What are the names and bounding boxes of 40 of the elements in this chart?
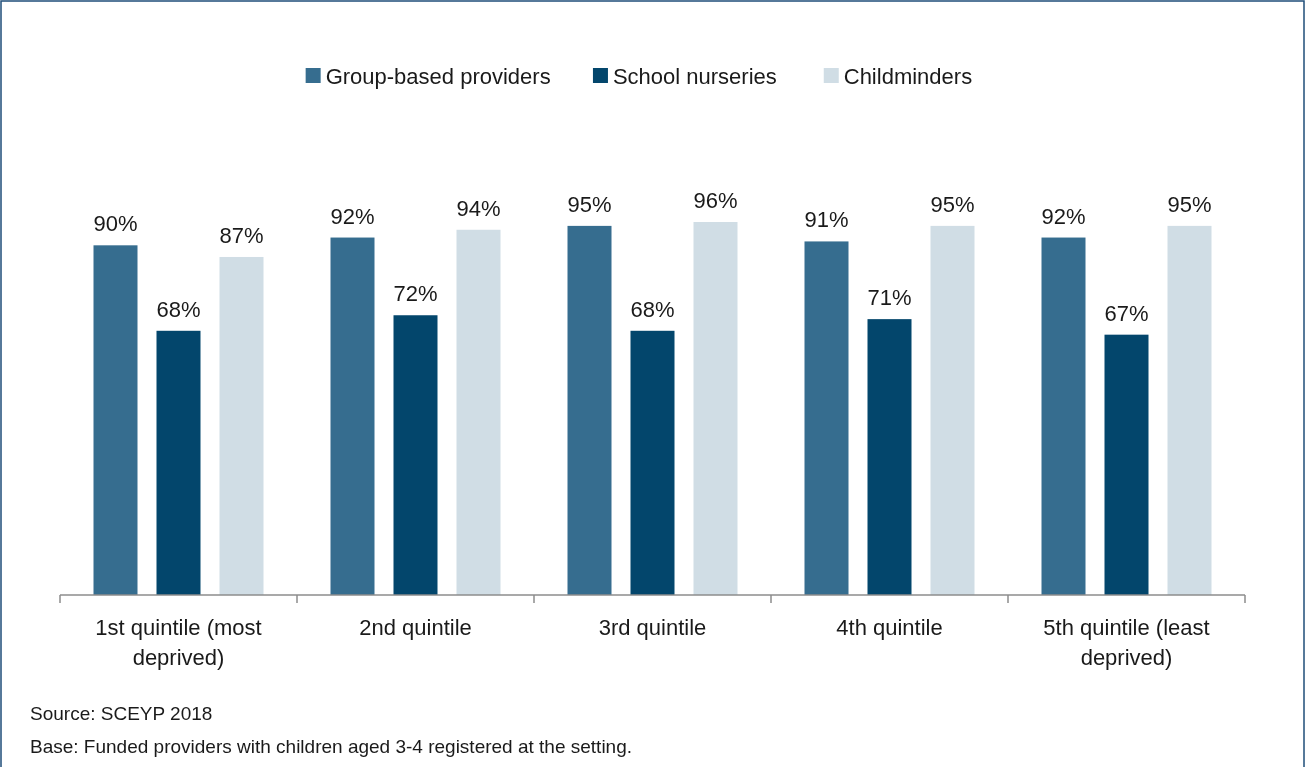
data-label: 91% bbox=[804, 207, 849, 233]
bar bbox=[630, 330, 675, 595]
data-label: 90% bbox=[93, 211, 138, 237]
bar bbox=[1041, 237, 1086, 595]
bar bbox=[693, 222, 738, 595]
data-label: 95% bbox=[567, 191, 612, 217]
bar bbox=[93, 245, 138, 595]
x-tick-label: 1st quintile (most deprived) bbox=[95, 615, 262, 670]
x-tick-label: 4th quintile bbox=[836, 615, 943, 640]
data-label: 95% bbox=[1167, 191, 1212, 217]
bar bbox=[156, 330, 201, 595]
bar bbox=[567, 225, 612, 595]
bar bbox=[330, 237, 375, 595]
data-label: 87% bbox=[219, 222, 264, 248]
data-label: 68% bbox=[630, 296, 675, 322]
data-label: 95% bbox=[930, 191, 975, 217]
x-tick-label: 5th quintile (least deprived) bbox=[1043, 615, 1210, 670]
data-label: 67% bbox=[1104, 300, 1149, 326]
bar bbox=[804, 241, 849, 595]
text: Base: Funded providers with children aged 3-4 registered at the setting. bbox=[30, 736, 633, 757]
bar bbox=[1167, 225, 1212, 595]
x-tick-label: 2nd quintile bbox=[359, 615, 472, 640]
data-label: 96% bbox=[693, 188, 738, 213]
data-label: 92% bbox=[330, 203, 375, 229]
bar bbox=[393, 315, 438, 595]
legend-label: Group-based providers bbox=[325, 64, 551, 89]
data-label: 72% bbox=[393, 281, 438, 307]
bar bbox=[456, 229, 501, 595]
data-label: 92% bbox=[1041, 203, 1086, 229]
bar bbox=[930, 225, 975, 595]
legend-label: Childminders bbox=[843, 64, 973, 89]
bar bbox=[219, 256, 264, 595]
legend-label: School nurseries bbox=[612, 64, 777, 89]
bar bbox=[1104, 334, 1149, 595]
x-tick-label: 3rd quintile bbox=[598, 615, 707, 640]
data-label: 68% bbox=[156, 296, 201, 322]
bar bbox=[867, 319, 912, 595]
source-note: Source: SCEYP 2018 bbox=[30, 703, 213, 724]
data-label: 71% bbox=[867, 285, 912, 311]
data-label: 94% bbox=[456, 195, 501, 221]
